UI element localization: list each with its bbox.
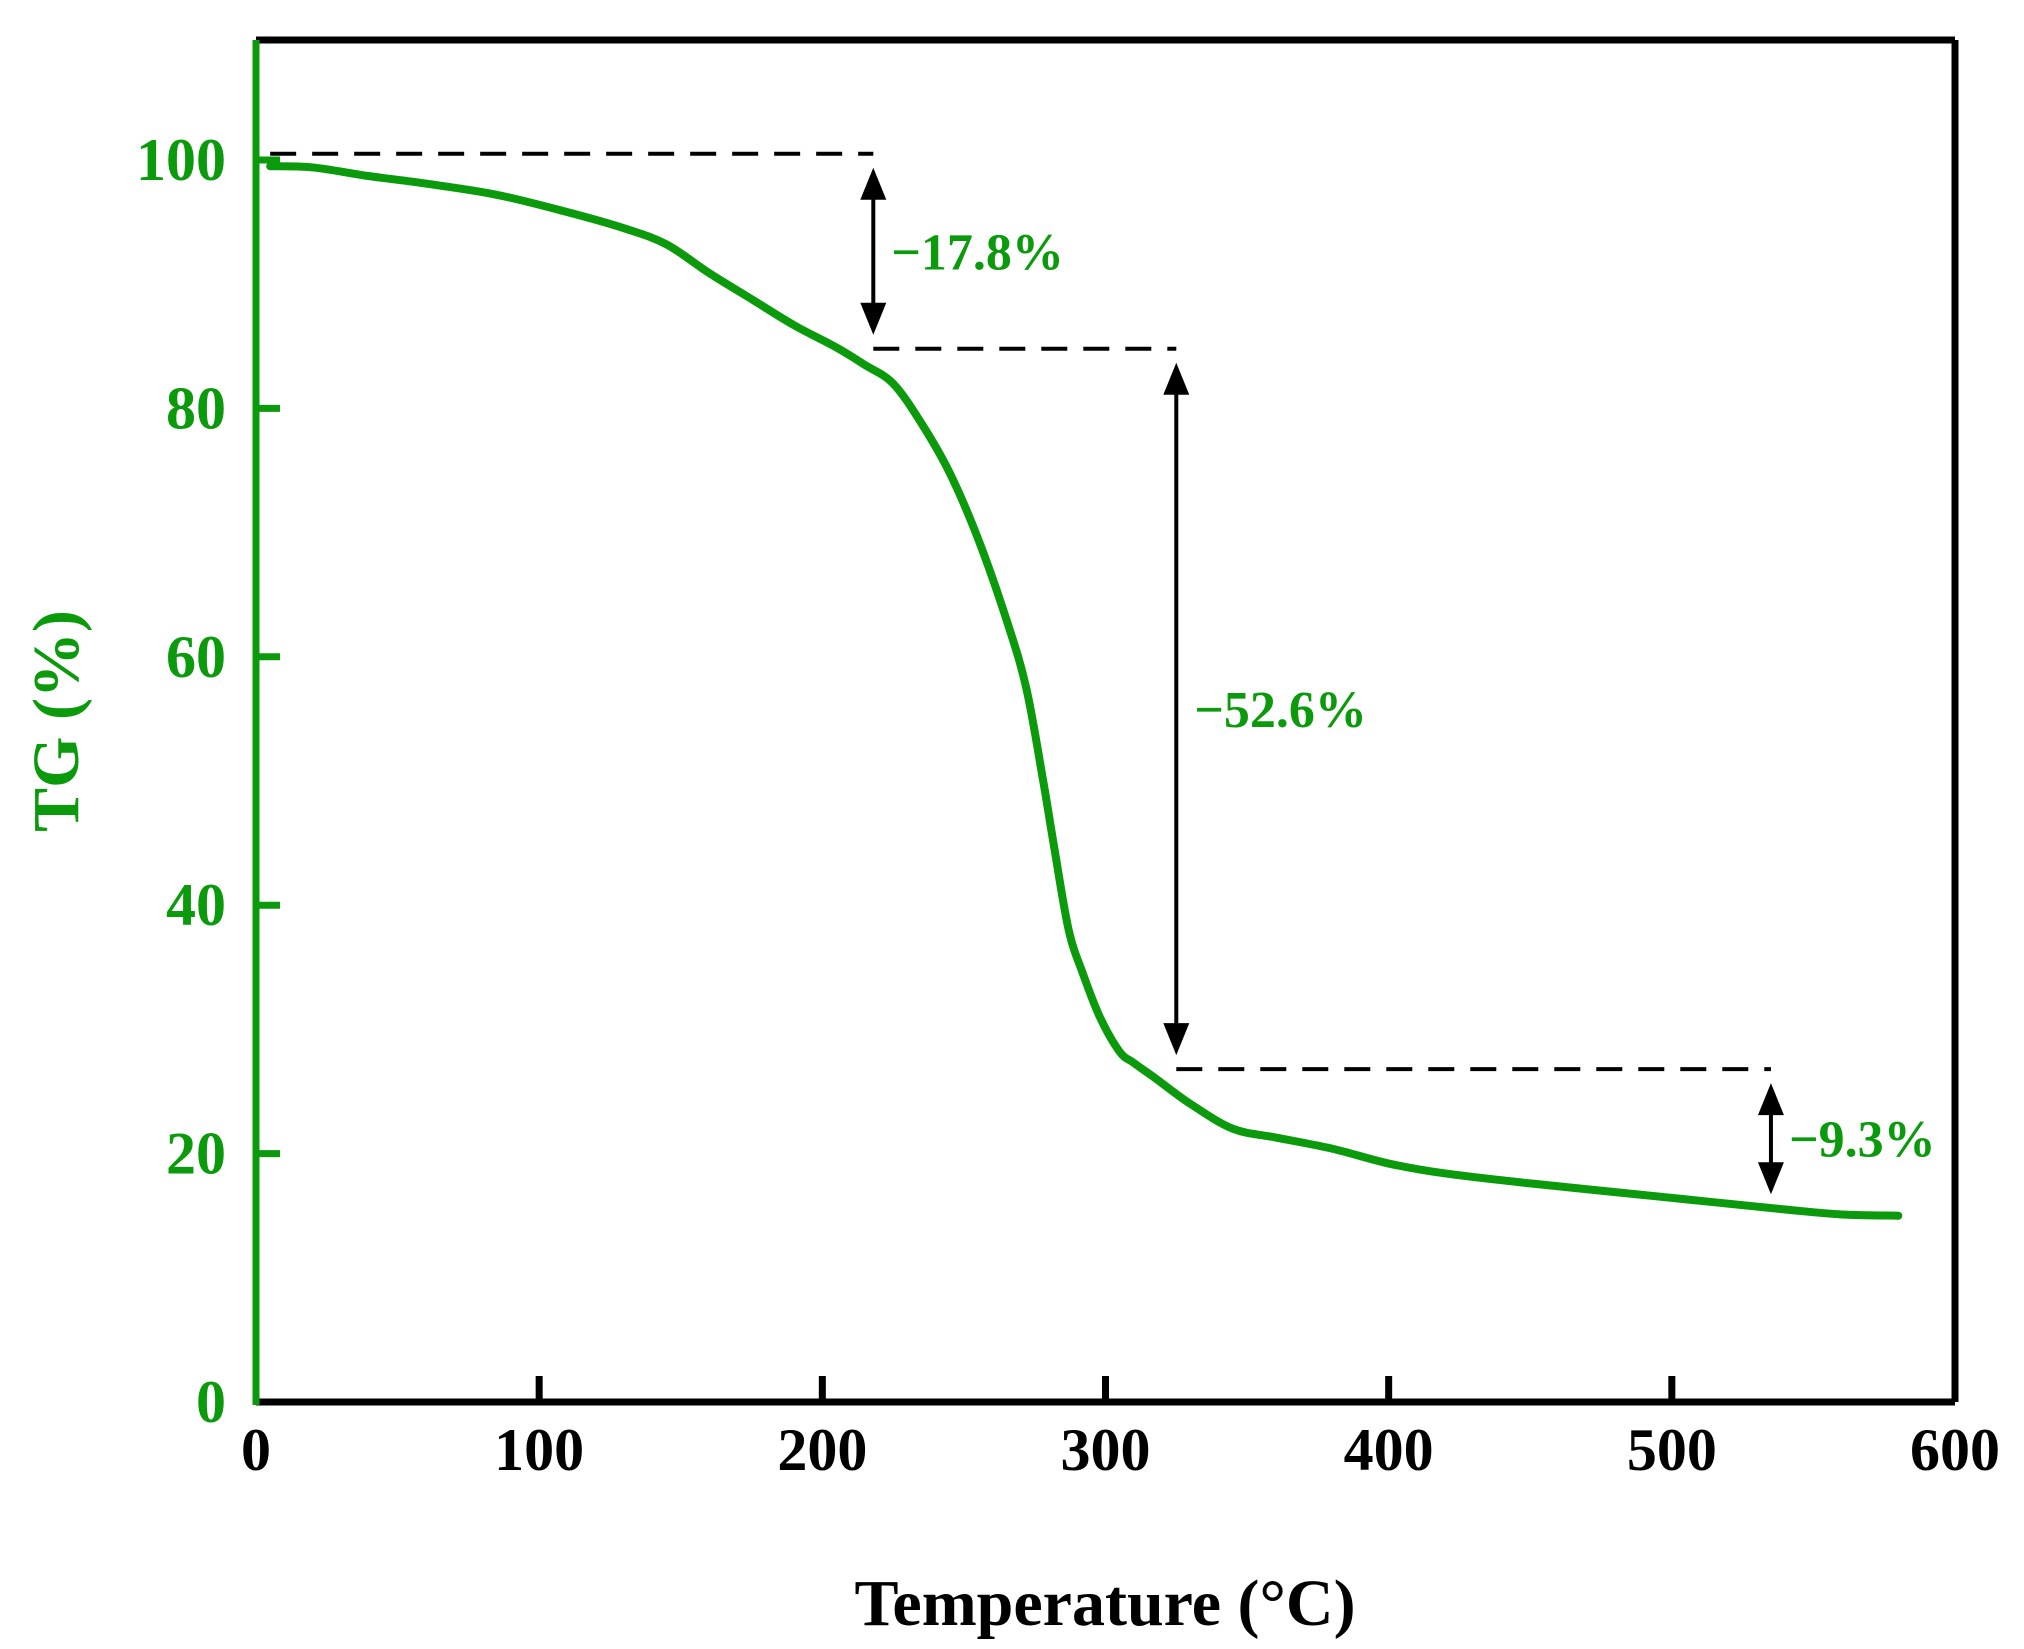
annotation-label-2: −9.3% <box>1789 1112 1936 1169</box>
y-tick-label-100: 100 <box>136 127 226 193</box>
y-tick-label-20: 20 <box>166 1121 226 1187</box>
arrow-head-up-2 <box>1757 1083 1784 1116</box>
annotation-label-0: −17.8% <box>891 224 1064 281</box>
x-tick-label-300: 300 <box>1061 1417 1151 1483</box>
x-tick-label-0: 0 <box>241 1417 271 1483</box>
y-tick-label-40: 40 <box>166 872 226 938</box>
annotations: −17.8% −52.6% −9.3% <box>270 151 1936 1195</box>
x-tick-label-600: 600 <box>1910 1417 2000 1483</box>
y-ticks: 0 20 40 60 80 100 <box>136 127 280 1435</box>
y-tick-label-80: 80 <box>166 375 226 441</box>
x-tick-label-400: 400 <box>1344 1417 1434 1483</box>
x-tick-label-200: 200 <box>777 1417 867 1483</box>
arrow-head-up-1 <box>1163 362 1190 395</box>
arrow-head-down-1 <box>1163 1023 1190 1056</box>
y-axis-label: TG (%) <box>20 610 93 832</box>
x-ticks: 0 100 200 300 400 500 600 <box>241 1376 2000 1483</box>
arrow-head-down-0 <box>860 302 887 335</box>
arrow-head-up-0 <box>860 167 887 200</box>
series-group <box>266 162 1903 1220</box>
series-line-tg <box>266 162 1903 1220</box>
annotation-label-1: −52.6% <box>1194 682 1367 739</box>
y-tick-label-0: 0 <box>196 1369 226 1435</box>
y-tick-label-60: 60 <box>166 624 226 690</box>
x-axis-label: Temperature (°C) <box>854 1567 1355 1640</box>
x-tick-label-100: 100 <box>494 1417 584 1483</box>
x-tick-label-500: 500 <box>1627 1417 1717 1483</box>
arrow-head-down-2 <box>1757 1162 1784 1195</box>
